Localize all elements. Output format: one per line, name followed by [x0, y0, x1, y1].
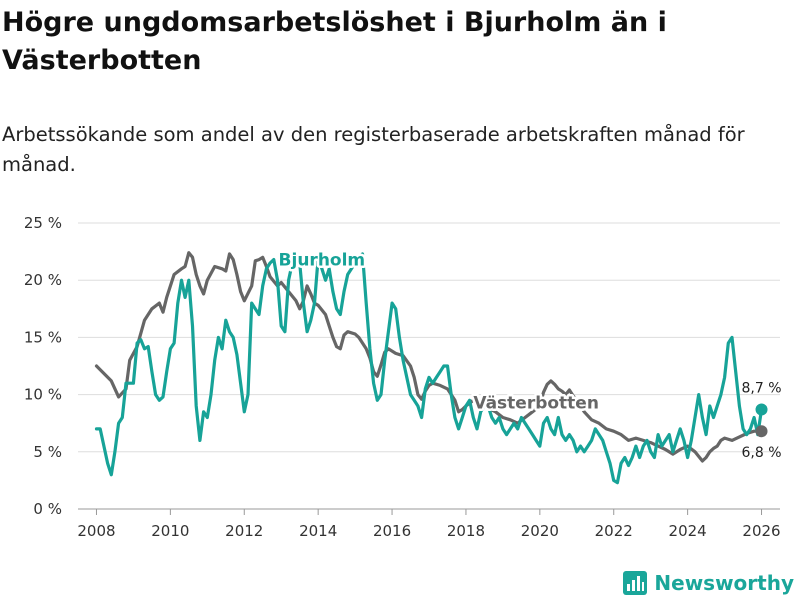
x-tick-label: 2008	[77, 522, 115, 540]
y-tick-label: 25 %	[24, 214, 62, 232]
x-tick-label: 2010	[151, 522, 189, 540]
x-tick-label: 2022	[595, 522, 633, 540]
x-tick-label: 2016	[373, 522, 411, 540]
series-line-bjurholm	[94, 252, 764, 485]
x-tick-label: 2024	[669, 522, 707, 540]
chart-subtitle: Arbetssökande som andel av den registerb…	[2, 123, 745, 176]
newsworthy-logo-icon	[623, 571, 648, 595]
brand-name: Newsworthy	[654, 571, 794, 595]
x-tick-label: 2018	[447, 522, 485, 540]
y-tick-label: 0 %	[33, 500, 62, 518]
chart-title: Högre ungdomsarbetslöshet i Bjurholm än …	[2, 7, 667, 76]
y-tick-label: 10 %	[24, 386, 62, 404]
y-tick-label: 20 %	[24, 271, 62, 289]
x-tick-label: 2012	[225, 522, 263, 540]
series-label-vsterbotten: Västerbotten	[473, 393, 599, 413]
y-tick-label: 5 %	[33, 443, 62, 461]
series-line-vsterbotten	[94, 251, 764, 463]
end-value-label-bjurholm: 8,7 %	[742, 380, 782, 396]
y-tick-label: 15 %	[24, 328, 62, 346]
x-tick-label: 2026	[742, 522, 780, 540]
brand-footer: Newsworthy	[622, 568, 794, 598]
end-point-bjurholm	[755, 403, 768, 416]
x-tick-label: 2014	[299, 522, 337, 540]
x-tick-label: 2020	[521, 522, 559, 540]
series-label-bjurholm: Bjurholm	[279, 250, 366, 270]
end-value-label-vsterbotten: 6,8 %	[742, 445, 782, 461]
end-point-vsterbotten	[755, 425, 768, 438]
